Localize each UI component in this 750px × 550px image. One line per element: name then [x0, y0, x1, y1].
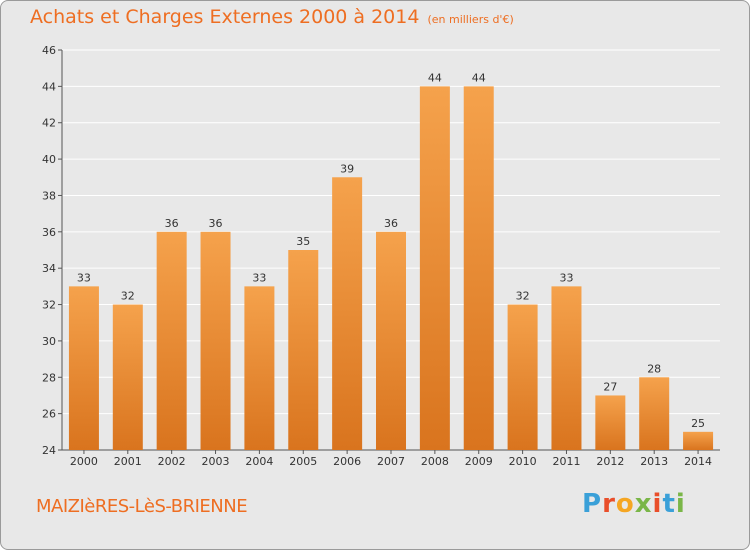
logo-letter: P: [582, 489, 603, 519]
bar-value-label: 27: [603, 380, 617, 393]
bar-value-label: 33: [77, 271, 91, 284]
y-tick-label: 34: [42, 262, 56, 275]
bar: [332, 177, 363, 451]
x-tick-label: 2009: [465, 455, 493, 468]
bar: [463, 86, 494, 450]
x-tick-label: 2014: [684, 455, 712, 468]
x-tick-label: 2006: [333, 455, 361, 468]
bar: [551, 286, 582, 450]
bar-value-label: 33: [252, 271, 266, 284]
x-tick-label: 2001: [114, 455, 142, 468]
x-tick-label: 2011: [552, 455, 580, 468]
bar-value-label: 39: [340, 162, 354, 175]
y-tick-label: 38: [42, 189, 56, 202]
bar: [244, 286, 275, 450]
bar-value-label: 32: [121, 290, 135, 303]
y-tick-label: 32: [42, 299, 56, 312]
y-tick-label: 44: [42, 80, 56, 93]
bar-value-label: 44: [472, 71, 486, 84]
y-tick-label: 42: [42, 117, 56, 130]
x-tick-label: 2003: [202, 455, 230, 468]
bar-value-label: 32: [516, 290, 530, 303]
x-tick-label: 2013: [640, 455, 668, 468]
bar: [507, 304, 538, 450]
y-tick-label: 28: [42, 371, 56, 384]
chart-title: Achats et Charges Externes 2000 à 2014 (e…: [30, 6, 514, 28]
bar-value-label: 36: [209, 217, 223, 230]
bar-value-label: 33: [559, 271, 573, 284]
chart-subtitle: (en milliers d'€): [427, 13, 514, 26]
bar: [68, 286, 99, 450]
bar: [683, 431, 714, 450]
bar: [595, 395, 626, 450]
x-tick-label: 2004: [245, 455, 273, 468]
bar: [288, 250, 319, 450]
bar: [419, 86, 450, 450]
chart-title-text: Achats et Charges Externes 2000 à 2014: [30, 6, 420, 28]
bar: [639, 377, 670, 450]
y-tick-label: 40: [42, 153, 56, 166]
logo-letter: o: [615, 489, 635, 519]
x-tick-label: 2012: [596, 455, 624, 468]
bar: [156, 231, 187, 450]
x-tick-label: 2000: [70, 455, 98, 468]
x-tick-label: 2008: [421, 455, 449, 468]
x-tick-label: 2007: [377, 455, 405, 468]
y-tick-label: 26: [42, 408, 56, 421]
bar-value-label: 36: [384, 217, 398, 230]
y-tick-label: 46: [42, 44, 56, 57]
bar-value-label: 28: [647, 362, 661, 375]
bar: [200, 231, 231, 450]
bar-value-label: 44: [428, 71, 442, 84]
bar: [112, 304, 143, 450]
bar-value-label: 35: [296, 235, 310, 248]
proxiti-logo: Proxiti: [582, 489, 686, 519]
commune-name: MAIZIèRES-LèS-BRIENNE: [36, 496, 248, 517]
x-tick-label: 2010: [509, 455, 537, 468]
x-tick-label: 2005: [289, 455, 317, 468]
bar-value-label: 36: [165, 217, 179, 230]
bar: [376, 231, 406, 450]
logo-letter: x: [634, 489, 653, 519]
y-tick-label: 36: [42, 226, 56, 239]
logo-letter: i: [675, 489, 686, 519]
logo-letter: t: [662, 489, 676, 519]
bar-value-label: 25: [691, 417, 705, 430]
y-tick-label: 24: [42, 444, 56, 457]
logo-letter: i: [652, 489, 663, 519]
x-tick-label: 2002: [158, 455, 186, 468]
logo-letter: r: [602, 489, 616, 519]
y-tick-label: 30: [42, 335, 56, 348]
